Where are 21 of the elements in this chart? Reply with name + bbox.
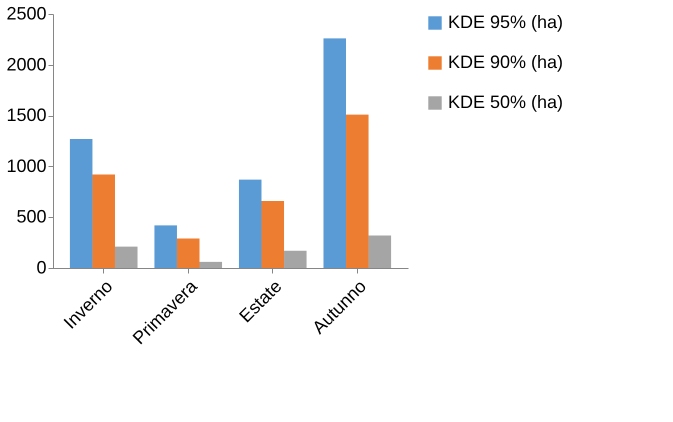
bar (284, 250, 307, 268)
bar (70, 138, 92, 268)
bar (92, 174, 115, 268)
y-tick-label: 1500 (6, 105, 46, 126)
bar (154, 225, 177, 268)
bar (200, 262, 222, 268)
y-tick-label: 1000 (6, 156, 46, 176)
bar (368, 235, 392, 268)
bar (261, 200, 284, 268)
y-tick-label: 0 (36, 258, 46, 278)
legend-label: KDE 90% (ha) (448, 52, 564, 72)
y-tick-label: 500 (16, 206, 46, 227)
y-tick-label: 2000 (6, 54, 46, 74)
legend-label: KDE 95% (ha) (448, 12, 564, 32)
bar (238, 180, 262, 268)
bar (323, 38, 346, 268)
legend-label: KDE 50% (ha) (448, 92, 564, 112)
bar (346, 114, 369, 268)
bar (176, 238, 200, 268)
bar (114, 246, 138, 268)
y-tick-label: 2500 (6, 4, 46, 24)
